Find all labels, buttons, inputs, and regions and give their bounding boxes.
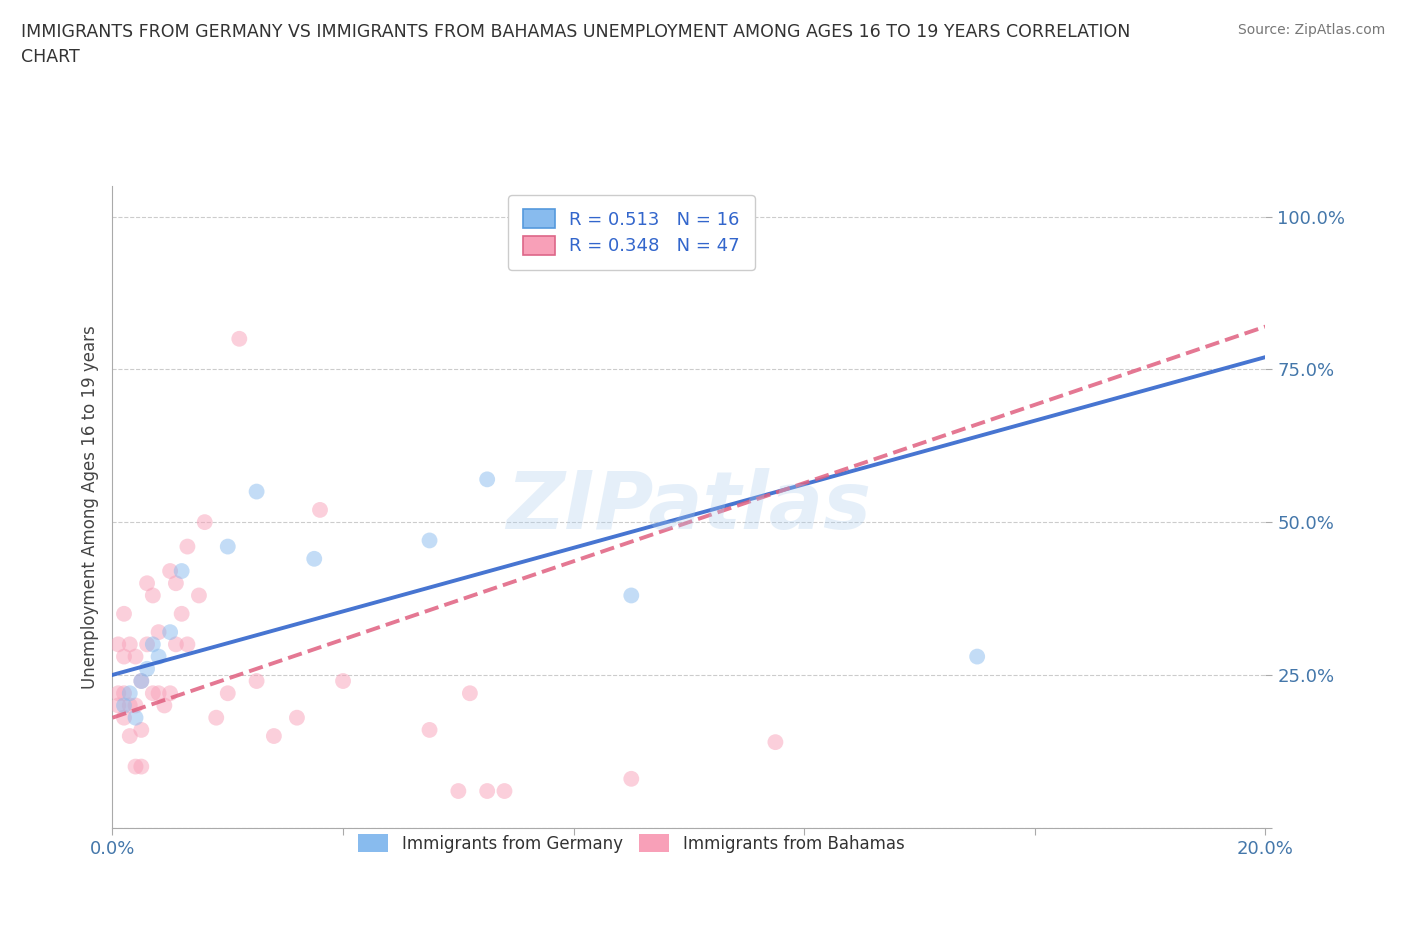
Point <box>159 625 181 640</box>
Point <box>966 649 988 664</box>
Point <box>124 698 146 713</box>
Point <box>205 711 228 725</box>
Point <box>124 649 146 664</box>
Point <box>332 673 354 688</box>
Point <box>194 514 217 529</box>
Point <box>107 685 129 700</box>
Point <box>136 576 159 591</box>
Text: Source: ZipAtlas.com: Source: ZipAtlas.com <box>1237 23 1385 37</box>
Y-axis label: Unemployment Among Ages 16 to 19 years: Unemployment Among Ages 16 to 19 years <box>80 325 98 689</box>
Point <box>129 759 153 774</box>
Point <box>217 539 239 554</box>
Point <box>494 784 516 799</box>
Point <box>142 685 165 700</box>
Point <box>285 711 308 725</box>
Point <box>176 539 198 554</box>
Point <box>136 637 159 652</box>
Point <box>118 698 141 713</box>
Text: IMMIGRANTS FROM GERMANY VS IMMIGRANTS FROM BAHAMAS UNEMPLOYMENT AMONG AGES 16 TO: IMMIGRANTS FROM GERMANY VS IMMIGRANTS FR… <box>21 23 1130 66</box>
Point <box>136 661 159 676</box>
Point <box>246 485 269 499</box>
Point <box>118 685 141 700</box>
Point <box>620 588 643 603</box>
Point <box>188 588 211 603</box>
Point <box>217 685 239 700</box>
Point <box>620 771 643 786</box>
Point <box>148 685 170 700</box>
Point <box>176 637 198 652</box>
Point <box>124 711 146 725</box>
Point <box>419 723 441 737</box>
Point <box>165 576 187 591</box>
Point <box>148 625 170 640</box>
Point <box>107 698 129 713</box>
Text: ZIPatlas: ZIPatlas <box>506 468 872 546</box>
Point <box>118 637 141 652</box>
Point <box>118 728 141 743</box>
Point <box>170 564 193 578</box>
Point <box>153 698 176 713</box>
Point <box>148 649 170 664</box>
Point <box>458 685 481 700</box>
Point <box>107 637 129 652</box>
Point <box>165 637 187 652</box>
Point <box>112 685 135 700</box>
Point <box>129 673 153 688</box>
Point <box>475 472 499 486</box>
Point <box>112 649 135 664</box>
Point <box>246 673 269 688</box>
Point <box>447 784 470 799</box>
Point <box>159 564 181 578</box>
Point <box>142 637 165 652</box>
Point <box>765 735 787 750</box>
Point <box>263 728 285 743</box>
Point <box>228 331 250 346</box>
Point <box>129 673 153 688</box>
Point <box>142 588 165 603</box>
Point <box>124 759 146 774</box>
Point <box>112 698 135 713</box>
Point <box>419 533 441 548</box>
Point <box>129 723 153 737</box>
Point <box>304 551 326 566</box>
Point <box>112 711 135 725</box>
Point <box>475 784 499 799</box>
Legend: Immigrants from Germany, Immigrants from Bahamas: Immigrants from Germany, Immigrants from… <box>347 823 915 864</box>
Point <box>112 606 135 621</box>
Point <box>170 606 193 621</box>
Point <box>159 685 181 700</box>
Point <box>309 502 332 517</box>
